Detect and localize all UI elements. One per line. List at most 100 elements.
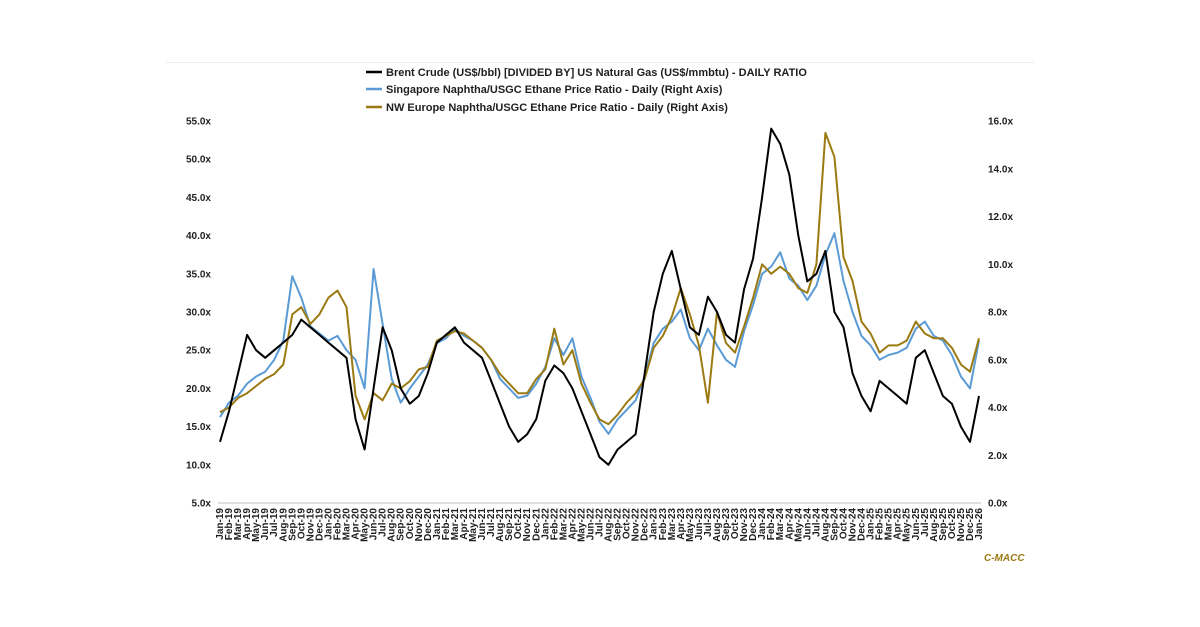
- x-tick-label: Jan-22: [540, 508, 551, 540]
- x-tick-label: Jul-24: [811, 508, 822, 537]
- series-line: [219, 131, 980, 426]
- x-tick-label: Oct-24: [838, 508, 849, 540]
- x-tick-label: Feb-20: [332, 508, 343, 541]
- x-tick-label: Jun-20: [369, 508, 380, 541]
- right-y-tick-label: 8.0x: [988, 308, 1008, 319]
- x-tick-label: Jan-23: [649, 508, 660, 540]
- left-y-tick-label: 5.0x: [192, 499, 212, 510]
- x-tick-label: Feb-19: [224, 508, 235, 541]
- x-tick-label: May-20: [360, 508, 371, 542]
- series-line: [219, 127, 980, 466]
- left-y-tick-label: 55.0x: [186, 117, 211, 128]
- x-tick-label: Jan-20: [323, 508, 334, 540]
- x-tick-label: May-23: [685, 508, 696, 542]
- x-tick-label: Aug-21: [495, 508, 506, 542]
- source-credit: C-MACC: [984, 553, 1025, 564]
- x-tick-label: Nov-23: [739, 508, 750, 542]
- x-tick-label: Jan-25: [866, 508, 877, 540]
- left-y-tick-label: 35.0x: [186, 269, 211, 280]
- x-tick-label: Jul-23: [703, 508, 714, 537]
- x-tick-label: Jan-21: [432, 508, 443, 540]
- x-tick-label: Nov-24: [848, 508, 859, 542]
- left-y-tick-label: 20.0x: [186, 384, 211, 395]
- x-tick-label: Apr-22: [567, 508, 578, 540]
- x-tick-label: Apr-20: [351, 508, 362, 540]
- right-y-tick-label: 16.0x: [988, 117, 1013, 128]
- legend-label: NW Europe Naphtha/USGC Ethane Price Rati…: [386, 102, 728, 114]
- x-tick-label: Oct-19: [296, 508, 307, 540]
- chart-frame-top-border: [166, 62, 1034, 63]
- x-tick-label: Mar-24: [775, 508, 786, 541]
- left-y-tick-label: 10.0x: [186, 460, 211, 471]
- left-y-tick-label: 25.0x: [186, 346, 211, 357]
- x-tick-label: Apr-21: [459, 508, 470, 540]
- x-tick-label: Mar-19: [233, 508, 244, 541]
- x-tick-label: Mar-21: [450, 508, 461, 541]
- x-tick-label: Apr-19: [242, 508, 253, 540]
- x-tick-label: Sep-20: [396, 508, 407, 541]
- x-tick-label: May-19: [251, 508, 262, 542]
- x-tick-label: Apr-24: [784, 508, 795, 540]
- right-y-tick-label: 4.0x: [988, 403, 1008, 414]
- legend: Brent Crude (US$/bbl) [DIVIDED BY] US Na…: [366, 67, 807, 114]
- x-tick-label: Nov-21: [522, 508, 533, 542]
- x-tick-label: Apr-23: [676, 508, 687, 540]
- x-tick-label: Feb-22: [549, 508, 560, 541]
- x-tick-label: Jan-24: [757, 508, 768, 540]
- x-tick-label: Nov-25: [956, 508, 967, 542]
- left-y-tick-label: 50.0x: [186, 155, 211, 166]
- x-tick-label: Jul-20: [378, 508, 389, 537]
- right-y-tick-label: 14.0x: [988, 164, 1013, 175]
- x-tick-label: Jun-23: [694, 508, 705, 541]
- right-y-tick-label: 2.0x: [988, 451, 1008, 462]
- x-tick-label: Sep-21: [504, 508, 515, 541]
- right-y-tick-label: 10.0x: [988, 260, 1013, 271]
- legend-label: Singapore Naphtha/USGC Ethane Price Rati…: [386, 84, 723, 96]
- x-tick-label: Feb-25: [875, 508, 886, 541]
- x-tick-label: Sep-19: [287, 508, 298, 541]
- x-tick-label: Nov-22: [631, 508, 642, 542]
- x-tick-label: Mar-20: [342, 508, 353, 541]
- x-tick-label: Apr-25: [893, 508, 904, 540]
- legend-label: Brent Crude (US$/bbl) [DIVIDED BY] US Na…: [386, 67, 807, 79]
- x-tick-label: Dec-23: [748, 508, 759, 541]
- x-tick-label: Jul-19: [269, 508, 280, 537]
- series-lines: [219, 127, 980, 466]
- left-y-tick-label: 30.0x: [186, 308, 211, 319]
- right-y-axis: 0.0x 2.0x 4.0x 6.0x 8.0x 10.0x 12.0x 14.0x 16.0x: [988, 117, 1013, 510]
- x-tick-label: May-24: [793, 508, 804, 542]
- x-tick-label: May-22: [576, 508, 587, 542]
- left-y-tick-label: 40.0x: [186, 231, 211, 242]
- x-tick-label: Jun-22: [585, 508, 596, 541]
- right-y-tick-label: 0.0x: [988, 499, 1008, 510]
- x-axis-ticks: Jan-19Feb-19Mar-19Apr-19May-19Jun-19Jul-…: [215, 508, 985, 542]
- x-tick-label: Feb-24: [766, 508, 777, 541]
- x-tick-label: Aug-19: [278, 508, 289, 542]
- x-tick-label: Aug-20: [387, 508, 398, 542]
- x-tick-label: Dec-20: [423, 508, 434, 541]
- x-tick-label: Jun-24: [802, 508, 813, 541]
- x-tick-label: Mar-25: [884, 508, 895, 541]
- x-tick-label: Jun-25: [911, 508, 922, 541]
- x-tick-label: Jul-21: [486, 508, 497, 537]
- x-tick-label: Sep-22: [613, 508, 624, 541]
- x-tick-label: Dec-24: [857, 508, 868, 541]
- left-y-axis: 5.0x 10.0x 15.0x 20.0x 25.0x 30.0x 35.0x 40.0x 4…: [186, 117, 211, 510]
- x-tick-label: Sep-23: [721, 508, 732, 541]
- x-tick-label: Nov-20: [414, 508, 425, 542]
- x-tick-label: Oct-22: [622, 508, 633, 540]
- x-tick-label: Oct-21: [513, 508, 524, 540]
- x-tick-label: Jan-26: [974, 508, 985, 540]
- x-tick-label: Aug-25: [929, 508, 940, 542]
- x-tick-label: Jun-19: [260, 508, 271, 541]
- x-tick-label: Dec-22: [640, 508, 651, 541]
- x-tick-label: Jan-19: [215, 508, 226, 540]
- x-tick-label: Mar-22: [558, 508, 569, 541]
- x-tick-label: Jun-21: [477, 508, 488, 541]
- x-tick-label: Dec-19: [314, 508, 325, 541]
- x-tick-label: May-21: [468, 508, 479, 542]
- x-tick-label: Feb-23: [658, 508, 669, 541]
- x-tick-label: Dec-21: [531, 508, 542, 541]
- left-y-tick-label: 45.0x: [186, 193, 211, 204]
